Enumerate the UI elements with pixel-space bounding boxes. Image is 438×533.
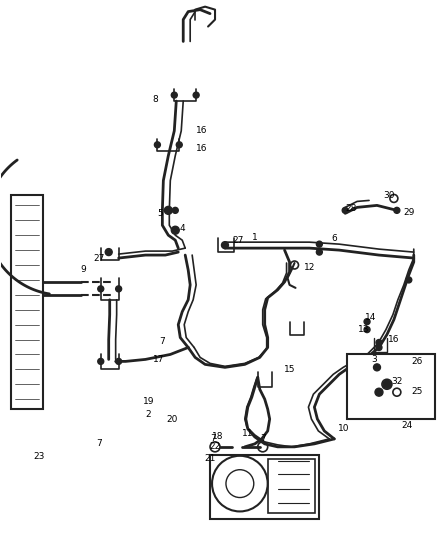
Circle shape bbox=[172, 207, 178, 213]
Text: 30: 30 bbox=[383, 191, 395, 200]
Text: 7: 7 bbox=[159, 337, 165, 346]
Circle shape bbox=[222, 241, 229, 248]
Text: 25: 25 bbox=[411, 387, 422, 395]
Text: 1: 1 bbox=[252, 233, 258, 241]
Text: 26: 26 bbox=[411, 357, 422, 366]
Bar bbox=[268, 459, 315, 513]
Text: 28: 28 bbox=[346, 204, 357, 213]
Text: 4: 4 bbox=[180, 224, 185, 233]
Text: 7: 7 bbox=[96, 439, 102, 448]
Circle shape bbox=[364, 327, 370, 333]
Bar bbox=[210, 455, 319, 519]
Text: 32: 32 bbox=[391, 377, 403, 386]
Circle shape bbox=[98, 358, 104, 365]
Circle shape bbox=[105, 248, 112, 255]
Text: 12: 12 bbox=[304, 263, 315, 272]
Circle shape bbox=[171, 92, 177, 98]
Circle shape bbox=[116, 358, 122, 365]
Text: 29: 29 bbox=[403, 208, 414, 217]
Text: 20: 20 bbox=[166, 415, 178, 424]
Circle shape bbox=[164, 206, 172, 214]
Text: 5: 5 bbox=[158, 209, 163, 218]
Circle shape bbox=[171, 226, 179, 234]
Circle shape bbox=[342, 207, 348, 213]
Text: 13: 13 bbox=[358, 325, 370, 334]
Text: 2: 2 bbox=[146, 409, 151, 418]
Text: 24: 24 bbox=[401, 422, 413, 431]
Circle shape bbox=[193, 92, 199, 98]
Text: 27: 27 bbox=[93, 254, 104, 263]
Circle shape bbox=[316, 249, 322, 255]
Text: 6: 6 bbox=[332, 233, 337, 243]
Bar bbox=[11, 196, 43, 409]
Text: 22: 22 bbox=[209, 442, 221, 451]
Circle shape bbox=[406, 277, 412, 283]
Text: 7: 7 bbox=[210, 434, 216, 443]
Text: 16: 16 bbox=[196, 126, 208, 135]
Circle shape bbox=[375, 388, 383, 396]
Circle shape bbox=[376, 344, 382, 351]
Text: 14: 14 bbox=[365, 313, 377, 322]
Circle shape bbox=[364, 319, 370, 325]
Text: 16: 16 bbox=[388, 335, 399, 344]
Text: 19: 19 bbox=[143, 397, 154, 406]
Circle shape bbox=[383, 380, 391, 388]
Text: 7: 7 bbox=[260, 434, 265, 443]
Text: 8: 8 bbox=[152, 94, 158, 103]
Circle shape bbox=[376, 340, 382, 345]
Circle shape bbox=[176, 142, 182, 148]
Text: 16: 16 bbox=[196, 144, 208, 154]
Circle shape bbox=[116, 286, 122, 292]
Text: 3: 3 bbox=[371, 355, 377, 364]
Text: 11: 11 bbox=[242, 430, 254, 439]
Text: 21: 21 bbox=[205, 454, 216, 463]
Circle shape bbox=[316, 241, 322, 247]
Text: 10: 10 bbox=[339, 424, 350, 433]
Text: 15: 15 bbox=[284, 365, 295, 374]
Text: 17: 17 bbox=[152, 355, 164, 364]
Text: 27: 27 bbox=[232, 236, 244, 245]
Circle shape bbox=[98, 286, 104, 292]
Text: 23: 23 bbox=[33, 453, 45, 461]
Circle shape bbox=[394, 207, 400, 213]
Bar bbox=[347, 354, 434, 419]
Text: 9: 9 bbox=[80, 265, 86, 274]
Circle shape bbox=[374, 364, 381, 371]
Circle shape bbox=[155, 142, 160, 148]
Text: 18: 18 bbox=[212, 432, 224, 441]
